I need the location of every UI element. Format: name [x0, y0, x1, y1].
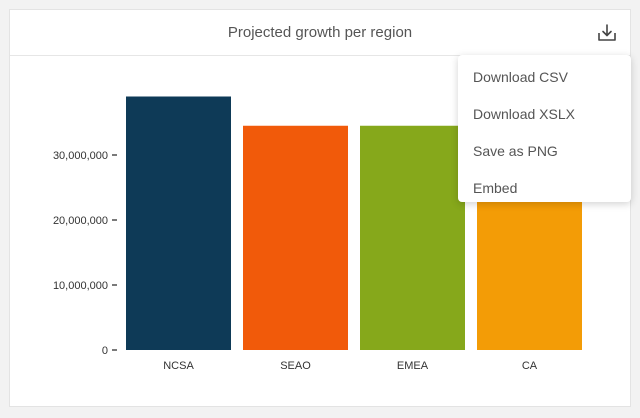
x-tick-label: CA	[522, 360, 538, 372]
export-menu: Download CSV Download XSLX Save as PNG E…	[458, 55, 631, 202]
menu-item-save-png[interactable]: Save as PNG	[473, 143, 558, 159]
x-tick-label: SEAO	[280, 360, 311, 372]
x-tick-label: EMEA	[397, 360, 429, 372]
download-tray-icon	[598, 24, 616, 41]
x-tick-label: NCSA	[163, 360, 194, 372]
menu-item-download-xslx[interactable]: Download XSLX	[473, 106, 575, 122]
y-tick-label: 0	[102, 345, 108, 357]
y-tick-label: 30,000,000	[53, 150, 108, 162]
bar-seao[interactable]	[243, 125, 348, 350]
y-tick-label: 10,000,000	[53, 280, 108, 292]
menu-item-embed[interactable]: Embed	[473, 180, 518, 196]
menu-item-download-csv[interactable]: Download CSV	[473, 69, 568, 85]
chart-area: 0 10,000,000 20,000,000 30,000,000 NCSA SEAO E…	[10, 56, 630, 406]
bar-ncsa[interactable]	[126, 96, 231, 351]
download-button[interactable]	[596, 22, 618, 44]
chart-title: Projected growth per region	[227, 24, 413, 41]
card-header: Projected growth per region	[10, 10, 630, 56]
y-tick-label: 20,000,000	[53, 215, 108, 227]
bar-emea[interactable]	[360, 125, 465, 350]
bar-chart: 0 10,000,000 20,000,000 30,000,000 NCSA SEAO E…	[53, 96, 582, 372]
